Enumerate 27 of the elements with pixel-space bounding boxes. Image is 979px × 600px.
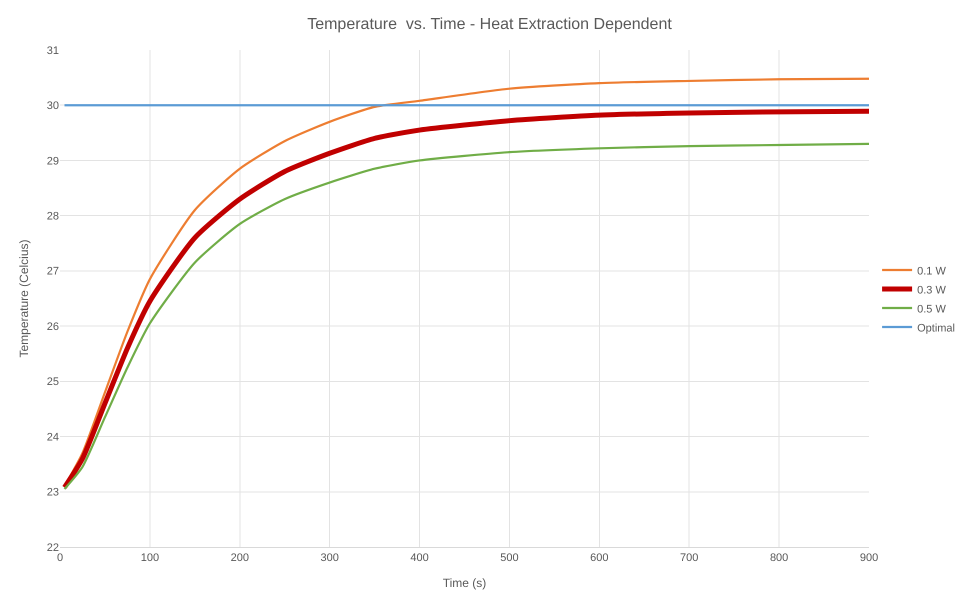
legend-label: 0.1 W bbox=[917, 265, 946, 278]
y-tick-label: 31 bbox=[46, 44, 59, 57]
y-tick-label: 29 bbox=[46, 155, 59, 168]
x-tick-label: 700 bbox=[680, 552, 698, 564]
x-tick-label: 500 bbox=[500, 552, 519, 564]
y-tick-label: 25 bbox=[46, 376, 59, 388]
x-axis-title: Time (s) bbox=[442, 576, 486, 590]
x-tick-label: 900 bbox=[860, 552, 878, 564]
y-tick-label: 23 bbox=[46, 486, 59, 499]
x-tick-label: 300 bbox=[320, 552, 339, 564]
y-tick-label: 26 bbox=[46, 320, 59, 333]
x-tick-label: 0 bbox=[56, 552, 64, 564]
chart-title: Temperature vs. Time - Heat Extraction Dependent bbox=[307, 16, 672, 34]
y-tick-label: 28 bbox=[46, 210, 59, 223]
y-tick-label: 27 bbox=[46, 266, 59, 278]
x-tick-label: 400 bbox=[410, 552, 429, 564]
legend-label: Optimal bbox=[917, 322, 955, 334]
x-tick-label: 100 bbox=[140, 552, 160, 564]
x-tick-label: 200 bbox=[230, 552, 249, 564]
x-tick-label: 600 bbox=[590, 552, 609, 564]
y-axis-title: Temperature (Celcius) bbox=[17, 239, 32, 358]
y-tick-label: 22 bbox=[46, 542, 59, 554]
legend-label: 0.5 W bbox=[917, 303, 946, 316]
y-tick-label: 30 bbox=[46, 100, 59, 112]
x-tick-label: 800 bbox=[770, 552, 788, 564]
legend-label: 0.3 W bbox=[917, 284, 946, 296]
y-tick-label: 24 bbox=[46, 431, 59, 444]
